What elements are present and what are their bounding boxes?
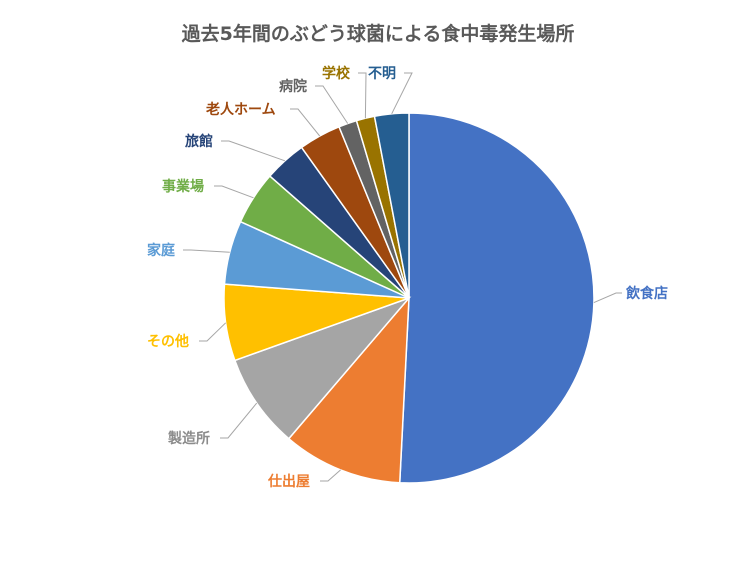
slice-label-10: 不明 — [368, 66, 396, 82]
slice-label-5: 事業場 — [162, 178, 204, 195]
pie-slices — [223, 112, 595, 484]
leader-line-7 — [290, 108, 321, 137]
slice-label-4: 家庭 — [147, 242, 176, 259]
pie-slice-1 — [287, 295, 410, 484]
slice-label-3: その他 — [147, 333, 189, 350]
pie-slice-2 — [233, 296, 412, 440]
leader-line-9 — [358, 72, 367, 119]
slice-label-0: 飲食店 — [625, 285, 668, 302]
leader-line-5 — [214, 185, 254, 199]
slice-label-2: 製造所 — [167, 430, 210, 447]
leader-line-4 — [183, 249, 230, 253]
leader-line-1 — [320, 469, 341, 482]
pie-slice-10 — [373, 112, 410, 299]
pie-slice-0 — [398, 112, 595, 484]
slice-label-8: 病院 — [279, 78, 307, 95]
slice-label-1: 仕出屋 — [267, 473, 310, 490]
slice-label-6: 旅館 — [185, 133, 213, 150]
slice-label-7: 老人ホーム — [206, 101, 276, 118]
leader-line-2 — [220, 402, 258, 439]
leader-line-10 — [391, 72, 413, 115]
chart-title: 過去5年間のぶどう球菌による食中毒発生場所 — [182, 22, 575, 45]
leader-line-6 — [221, 140, 286, 162]
leader-line-3 — [199, 322, 227, 342]
slice-label-9: 学校 — [322, 65, 351, 82]
leader-lines — [183, 72, 622, 482]
leader-line-0 — [593, 292, 622, 304]
leader-line-8 — [315, 85, 349, 124]
